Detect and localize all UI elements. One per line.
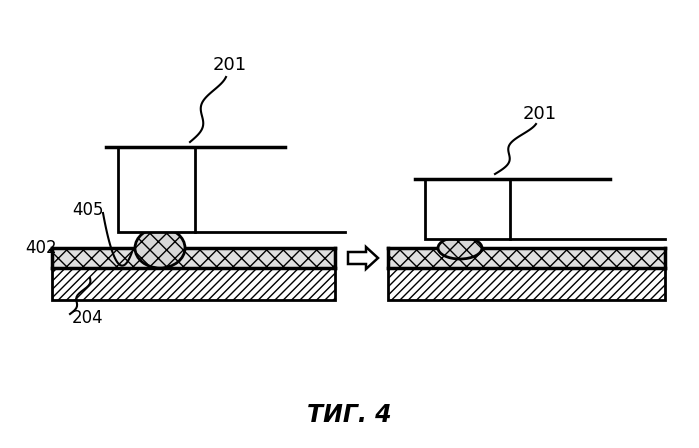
Text: 204: 204: [72, 309, 103, 327]
Text: 201: 201: [523, 105, 557, 123]
Bar: [52, 268, 335, 300]
Text: 201: 201: [213, 56, 247, 74]
Polygon shape: [348, 247, 378, 269]
Text: 405: 405: [72, 201, 103, 219]
Bar: [388, 248, 665, 268]
Bar: [388, 268, 665, 300]
Ellipse shape: [438, 237, 482, 259]
Text: ΤИГ. 4: ΤИГ. 4: [307, 403, 391, 427]
Bar: [425, 179, 510, 239]
Text: 402: 402: [25, 239, 57, 257]
Bar: [52, 248, 335, 268]
Ellipse shape: [135, 228, 185, 268]
Bar: [118, 147, 195, 232]
